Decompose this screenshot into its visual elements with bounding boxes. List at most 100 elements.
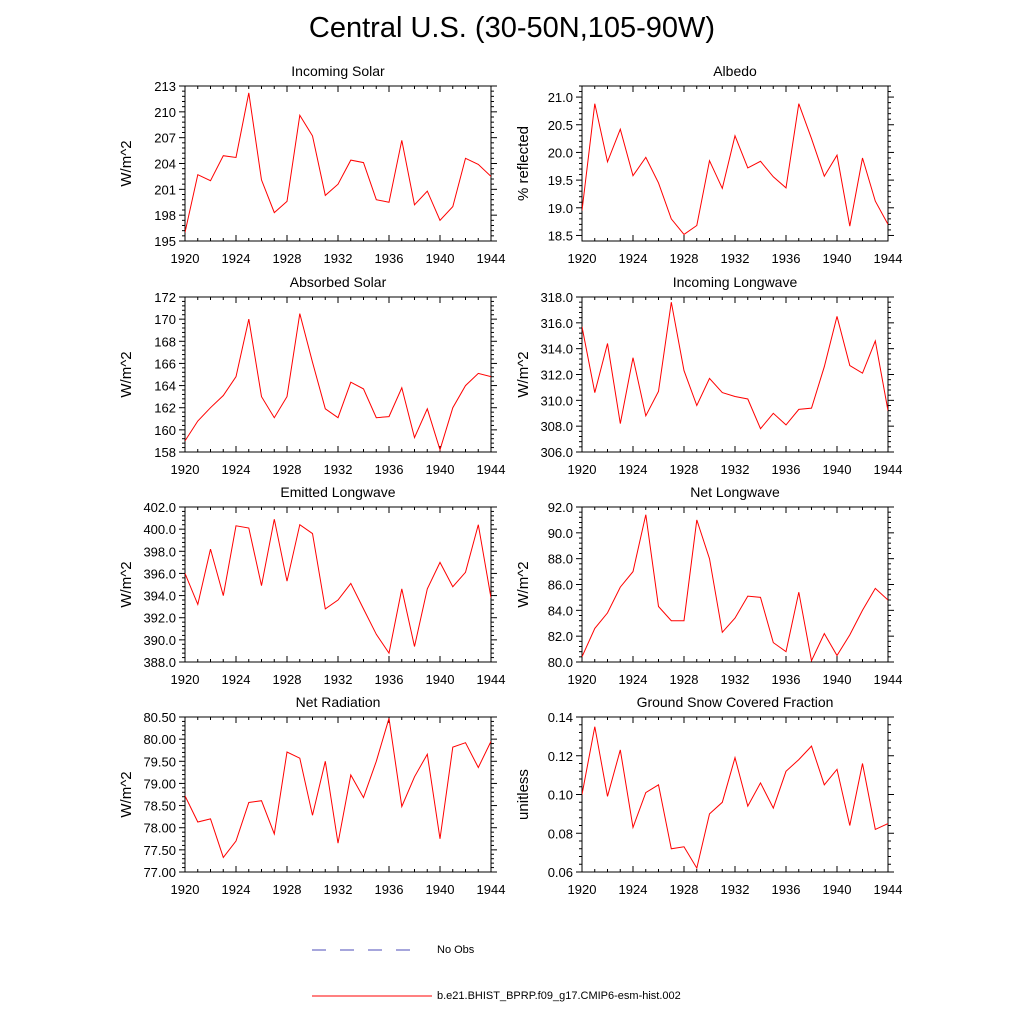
x-tick-label: 1944 — [477, 672, 506, 687]
x-tick-label: 1924 — [619, 462, 648, 477]
panel-title: Incoming Longwave — [673, 274, 798, 290]
y-tick-label: 201 — [154, 182, 176, 197]
panel-title: Albedo — [713, 63, 757, 79]
y-axis-label: W/m^2 — [118, 351, 135, 397]
y-tick-label: 0.06 — [548, 865, 573, 880]
plot-frame — [184, 716, 492, 873]
y-axis-label: unitless — [515, 769, 532, 820]
y-tick-label: 160 — [154, 423, 176, 438]
x-tick-label: 1932 — [324, 672, 353, 687]
x-tick-label: 1928 — [670, 882, 699, 897]
legend-model-swatch — [312, 995, 432, 997]
y-tick-label: 82.0 — [548, 629, 573, 644]
plot-frame — [184, 296, 492, 453]
y-axis-label: W/m^2 — [515, 351, 532, 397]
x-tick-label: 1940 — [823, 251, 852, 266]
y-tick-label: 170 — [154, 312, 176, 327]
y-tick-label: 168 — [154, 334, 176, 349]
y-tick-label: 164 — [154, 379, 176, 394]
y-axis-label: % reflected — [515, 126, 532, 201]
y-tick-label: 80.0 — [548, 655, 573, 670]
y-tick-label: 80.50 — [143, 710, 176, 725]
y-axis-label: W/m^2 — [118, 771, 135, 817]
y-tick-label: 80.00 — [143, 732, 176, 747]
y-tick-label: 314.0 — [540, 342, 573, 357]
y-tick-label: 78.50 — [143, 799, 176, 814]
y-tick-label: 213 — [154, 79, 176, 94]
panel-3: 1920 1924 1928 1932 1936 1940 1944 306.0 308.0 31… — [515, 274, 902, 477]
y-tick-label: 0.12 — [548, 749, 573, 764]
x-tick-label: 1924 — [619, 672, 648, 687]
y-axis-label: W/m^2 — [118, 561, 135, 607]
x-tick-label: 1936 — [772, 251, 801, 266]
y-tick-label: 162 — [154, 401, 176, 416]
legend-no-obs-label: No Obs — [437, 944, 475, 956]
x-tick-label: 1936 — [375, 462, 404, 477]
y-tick-label: 158 — [154, 445, 176, 460]
panel-title: Net Longwave — [690, 484, 780, 500]
x-tick-label: 1920 — [171, 251, 200, 266]
x-tick-label: 1940 — [823, 462, 852, 477]
series-line — [582, 726, 888, 870]
plot-frame — [184, 506, 492, 663]
y-tick-label: 79.00 — [143, 776, 176, 791]
x-tick-label: 1924 — [222, 462, 251, 477]
x-tick-label: 1932 — [721, 672, 750, 687]
series-line — [185, 519, 491, 655]
x-tick-label: 1932 — [324, 462, 353, 477]
x-tick-label: 1924 — [619, 882, 648, 897]
y-tick-label: 166 — [154, 356, 176, 371]
x-tick-label: 1920 — [171, 882, 200, 897]
x-tick-label: 1928 — [670, 251, 699, 266]
x-tick-label: 1944 — [874, 251, 903, 266]
x-tick-label: 1920 — [568, 462, 597, 477]
panel-title: Net Radiation — [296, 694, 381, 710]
x-tick-label: 1940 — [823, 672, 852, 687]
panel-5: 1920 1924 1928 1932 1936 1940 1944 80.0 82.0 84.0… — [515, 484, 902, 687]
x-tick-label: 1928 — [670, 462, 699, 477]
y-tick-label: 90.0 — [548, 526, 573, 541]
y-tick-label: 402.0 — [143, 500, 176, 515]
x-tick-label: 1940 — [426, 672, 455, 687]
y-tick-label: 0.10 — [548, 788, 573, 803]
y-tick-label: 86.0 — [548, 578, 573, 593]
y-tick-label: 19.5 — [548, 173, 573, 188]
x-tick-label: 1932 — [324, 882, 353, 897]
y-tick-label: 20.0 — [548, 145, 573, 160]
x-tick-label: 1932 — [324, 251, 353, 266]
x-tick-label: 1944 — [477, 251, 506, 266]
y-tick-label: 210 — [154, 105, 176, 120]
plot-frame — [581, 296, 889, 453]
y-tick-label: 0.14 — [548, 710, 573, 725]
x-tick-label: 1944 — [874, 672, 903, 687]
panel-7: 1920 1924 1928 1932 1936 1940 1944 0.06 0.08 0.10… — [515, 694, 902, 897]
panel-title: Emitted Longwave — [280, 484, 395, 500]
panel-title: Absorbed Solar — [290, 274, 387, 290]
x-tick-label: 1936 — [375, 672, 404, 687]
x-tick-label: 1920 — [171, 462, 200, 477]
y-tick-label: 172 — [154, 290, 176, 305]
y-tick-label: 310.0 — [540, 393, 573, 408]
x-tick-label: 1932 — [721, 251, 750, 266]
y-tick-label: 0.08 — [548, 826, 573, 841]
y-tick-label: 198 — [154, 208, 176, 223]
x-tick-label: 1936 — [375, 882, 404, 897]
panel-6: 1920 1924 1928 1932 1936 1940 1944 77.00 77.50 78… — [118, 694, 505, 897]
y-tick-label: 88.0 — [548, 552, 573, 567]
panel-title: Incoming Solar — [291, 63, 385, 79]
y-tick-label: 207 — [154, 131, 176, 146]
x-tick-label: 1928 — [273, 882, 302, 897]
legend-model-label: b.e21.BHIST_BPRP.f09_g17.CMIP6-esm-hist.… — [437, 990, 681, 1002]
x-tick-label: 1944 — [874, 882, 903, 897]
y-tick-label: 77.50 — [143, 843, 176, 858]
x-tick-label: 1944 — [477, 882, 506, 897]
y-tick-label: 312.0 — [540, 368, 573, 383]
y-tick-label: 318.0 — [540, 290, 573, 305]
y-axis-label: W/m^2 — [515, 561, 532, 607]
x-tick-label: 1920 — [568, 882, 597, 897]
y-tick-label: 79.50 — [143, 754, 176, 769]
y-tick-label: 21.0 — [548, 90, 573, 105]
panel-0: 1920 1924 1928 1932 1936 1940 1944 195 198 201 204… — [118, 63, 505, 266]
x-tick-label: 1928 — [273, 672, 302, 687]
y-tick-label: 78.00 — [143, 821, 176, 836]
